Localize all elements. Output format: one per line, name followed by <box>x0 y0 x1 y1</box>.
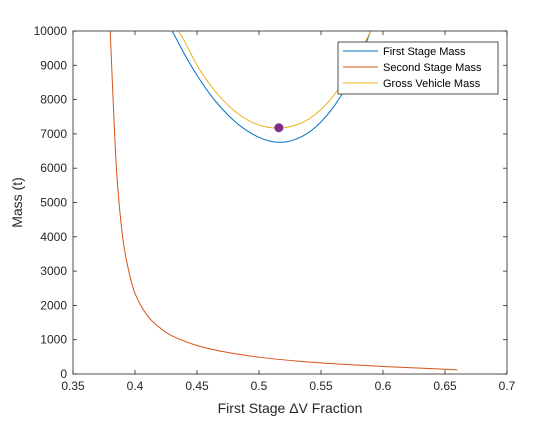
y-tick-label: 3000 <box>40 264 67 278</box>
x-tick-label: 0.7 <box>499 379 516 393</box>
legend-label: Gross Vehicle Mass <box>383 78 481 90</box>
y-tick-label: 2000 <box>40 298 67 312</box>
y-tick-label: 1000 <box>40 333 67 347</box>
x-tick-label: 0.5 <box>251 379 268 393</box>
legend-label: First Stage Mass <box>383 46 466 58</box>
y-tick-label: 9000 <box>40 58 67 72</box>
y-tick-label: 4000 <box>40 230 67 244</box>
x-axis-label: First Stage ΔV Fraction <box>218 400 363 416</box>
x-tick-label: 0.45 <box>185 379 209 393</box>
y-tick-label: 6000 <box>40 161 67 175</box>
y-axis-label: Mass (t) <box>9 177 25 228</box>
y-tick-label: 0 <box>60 367 67 381</box>
x-tick-label: 0.65 <box>433 379 457 393</box>
x-tick-label: 0.35 <box>61 379 85 393</box>
y-tick-label: 10000 <box>34 24 68 38</box>
x-tick-label: 0.6 <box>375 379 392 393</box>
legend: First Stage Mass Second Stage Mass Gross V… <box>338 42 498 94</box>
y-tick-label: 8000 <box>40 93 67 107</box>
legend-label: Second Stage Mass <box>383 62 482 74</box>
optimum-marker <box>275 124 283 132</box>
x-tick-label: 0.55 <box>309 379 333 393</box>
x-tick-label: 0.4 <box>127 379 144 393</box>
y-tick-label: 5000 <box>40 196 67 210</box>
marker-layer <box>275 124 283 132</box>
y-tick-label: 7000 <box>40 127 67 141</box>
